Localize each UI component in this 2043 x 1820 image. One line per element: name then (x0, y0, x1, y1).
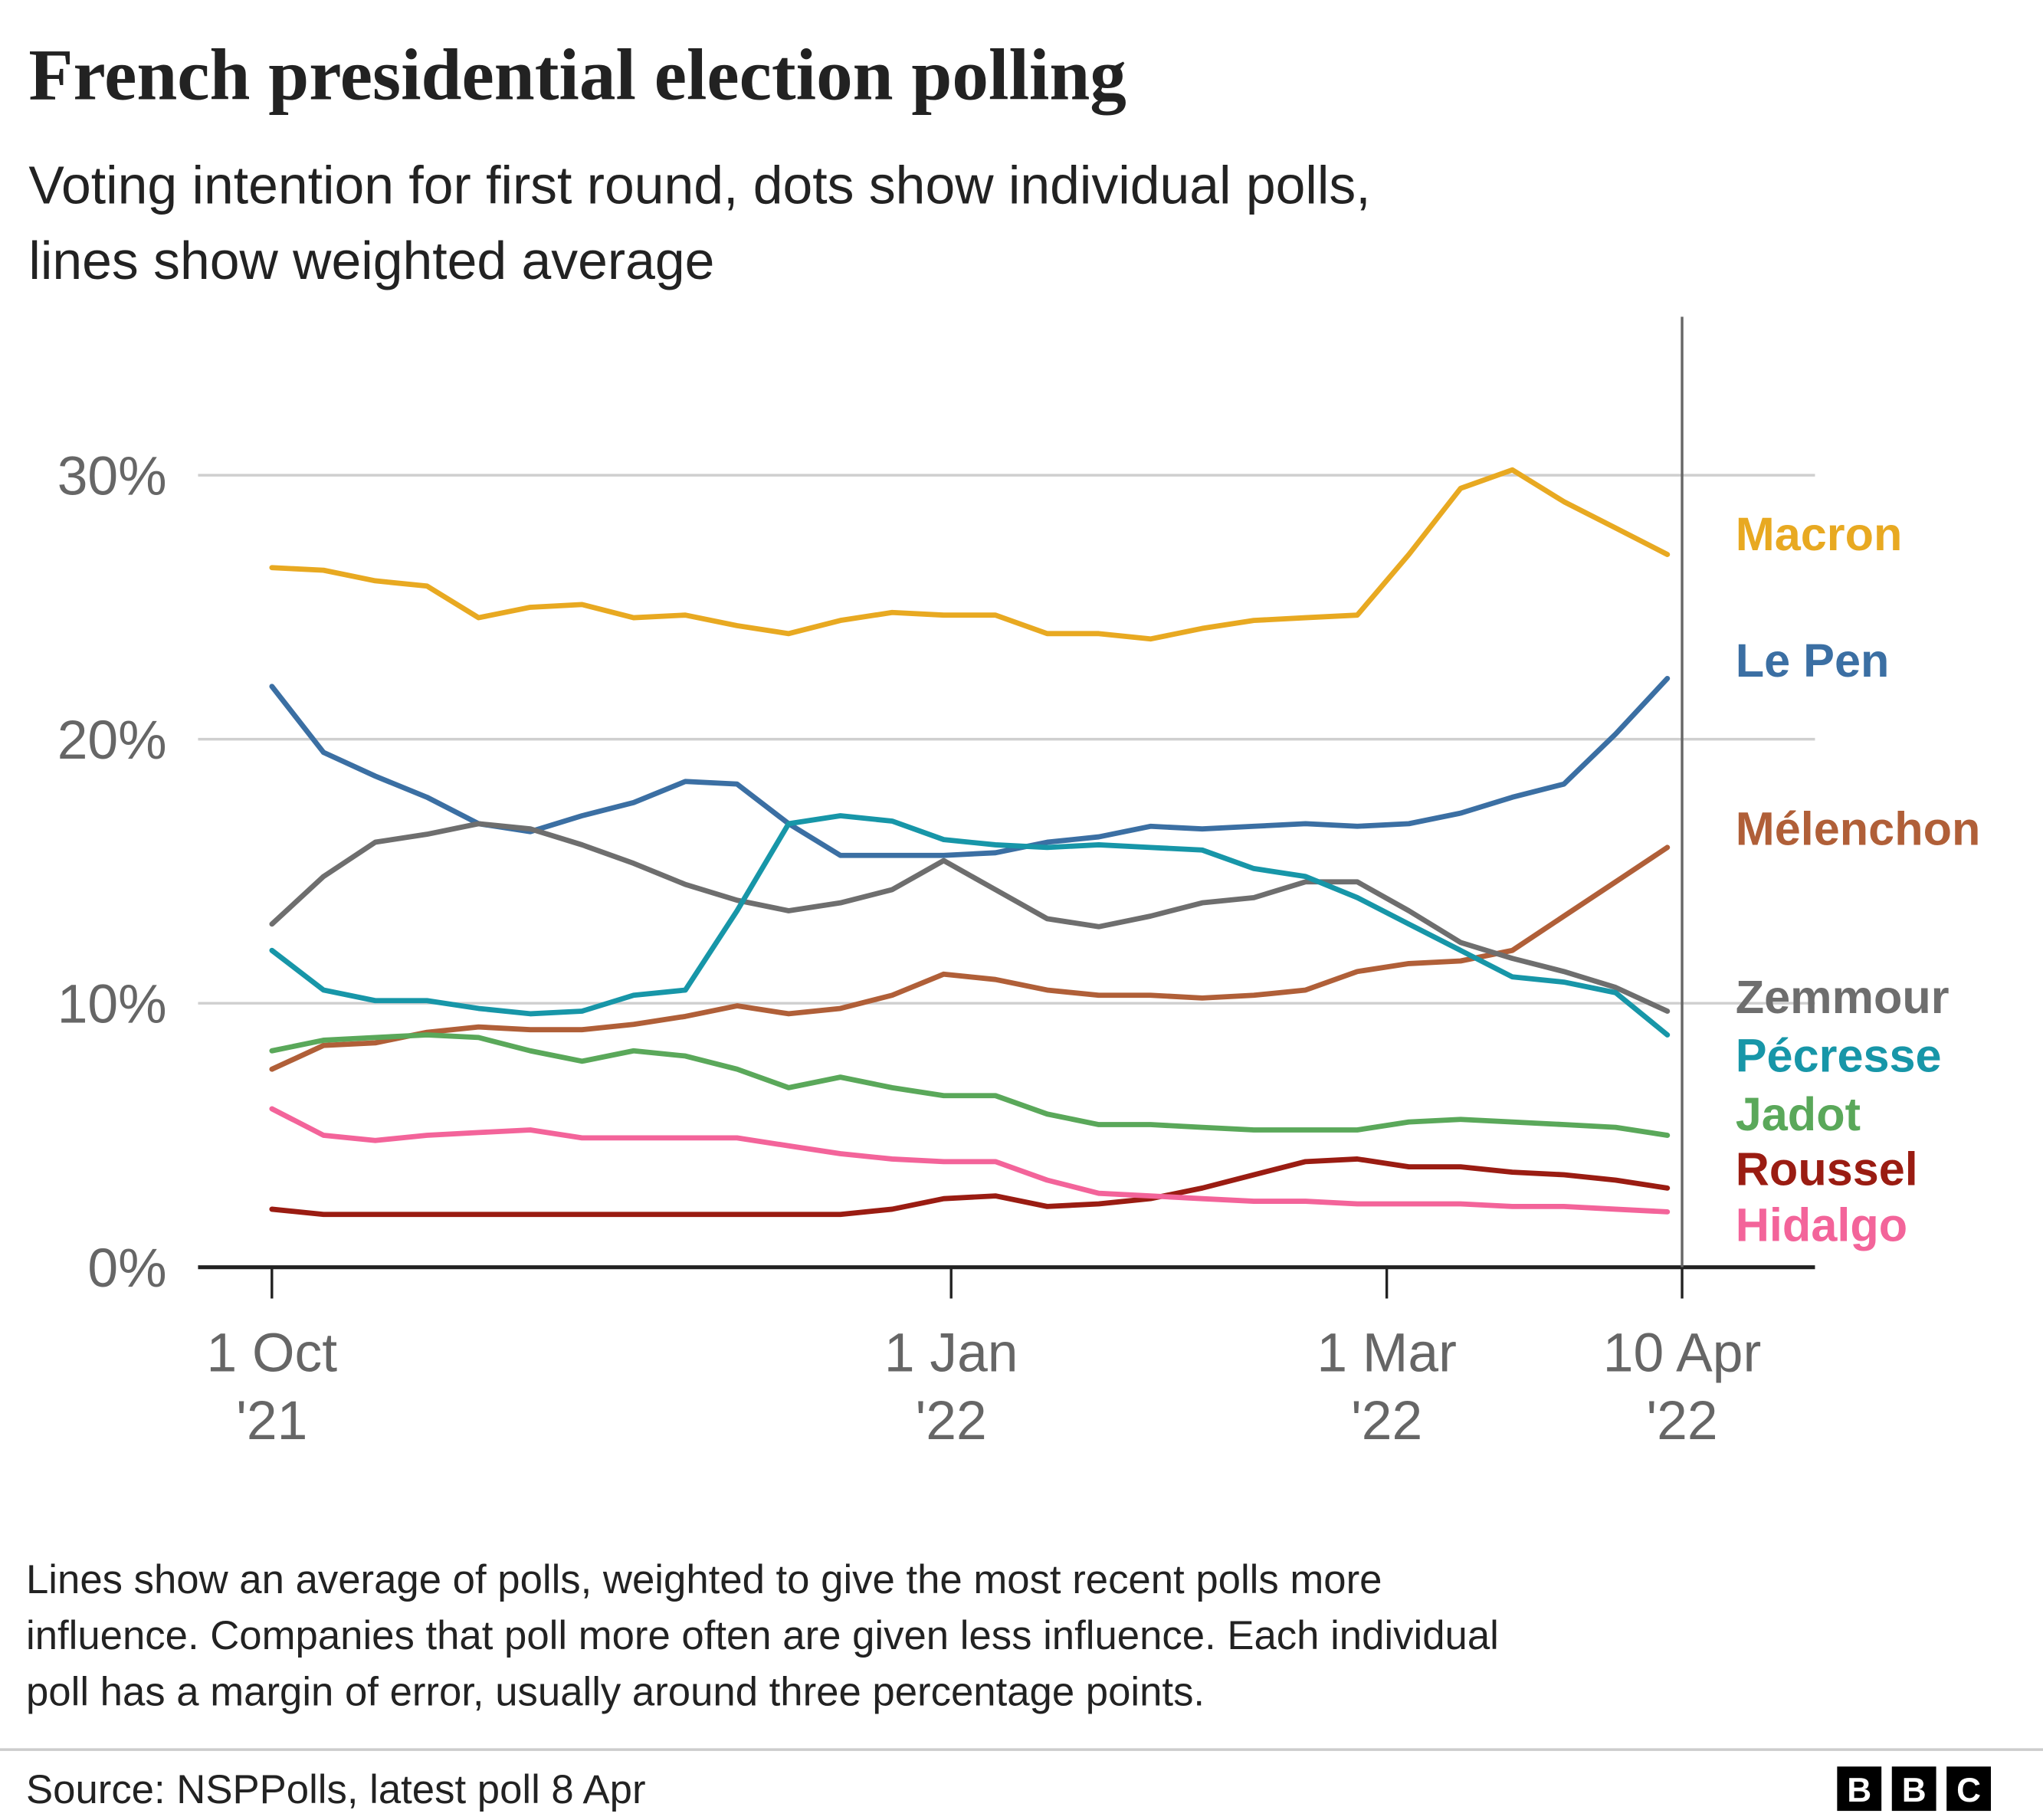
logo-box (1946, 1766, 1991, 1812)
series-line (269, 675, 1671, 858)
x-tick-label: 1 Jan (884, 1323, 1018, 1384)
x-tick-label: '21 (236, 1390, 307, 1451)
note: poll has a margin of error, usually arou… (26, 1669, 1205, 1714)
legend-label: Mélenchon (1736, 802, 1981, 854)
note: Lines show an average of polls, weighted… (26, 1557, 1382, 1602)
y-tick-label: 10% (57, 974, 167, 1035)
source: Source: NSPPolls, latest poll 8 Apr (26, 1767, 646, 1812)
legend-label: Le Pen (1736, 635, 1890, 687)
logo-letter: B (1847, 1772, 1871, 1809)
note: influence. Companies that poll more ofte… (26, 1613, 1499, 1658)
logo-box (1837, 1766, 1882, 1812)
legend-label: Hidalgo (1736, 1199, 1907, 1251)
series-line (269, 821, 1671, 1014)
x-tick-label: '22 (916, 1390, 987, 1451)
series-line (269, 467, 1671, 642)
logo: B B C (1837, 1766, 1991, 1812)
legend-label: Jadot (1736, 1088, 1861, 1140)
chart-title: French presidential election polling (28, 34, 1126, 115)
y-tick-label: 30% (57, 446, 167, 507)
x-tick-label: 10 Apr (1603, 1323, 1761, 1384)
x-tick-label: 1 Oct (206, 1323, 337, 1384)
series-line (269, 813, 1671, 1038)
series-line (269, 844, 1671, 1072)
chart-subtitle: Voting intention for first round, dots s… (28, 155, 1370, 215)
logo-letter: C (1956, 1772, 1981, 1809)
legend-label: Roussel (1736, 1143, 1918, 1195)
series-line (269, 1156, 1671, 1218)
x-tick-label: '22 (1646, 1390, 1717, 1451)
legend-label: Pécresse (1736, 1029, 1942, 1081)
x-tick-label: 1 Mar (1317, 1323, 1457, 1384)
logo-box (1891, 1766, 1936, 1812)
y-tick-label: 20% (57, 710, 167, 771)
series-line (269, 1106, 1671, 1215)
legend-label: Macron (1736, 508, 1903, 560)
logo-letter: B (1902, 1772, 1927, 1809)
legend-label: Zemmour (1736, 971, 1950, 1023)
series-line (269, 1032, 1671, 1138)
chart-subtitle: lines show weighted average (28, 231, 714, 290)
x-tick-label: '22 (1351, 1390, 1422, 1451)
y-tick-label: 0% (87, 1238, 166, 1299)
